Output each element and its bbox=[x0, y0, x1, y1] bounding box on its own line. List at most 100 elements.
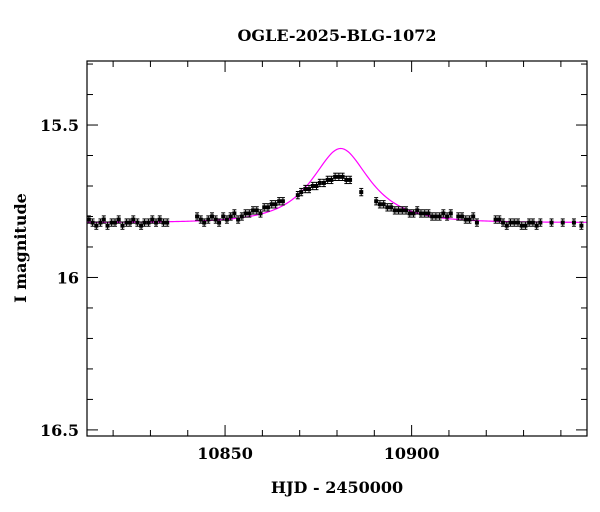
data-point bbox=[329, 175, 334, 185]
data-point bbox=[280, 197, 285, 206]
data-point bbox=[224, 215, 229, 224]
data-point bbox=[221, 212, 226, 221]
data-point bbox=[213, 215, 218, 224]
point-marker bbox=[262, 205, 267, 210]
data-point bbox=[377, 200, 382, 209]
data-point bbox=[493, 215, 498, 224]
data-point bbox=[389, 203, 394, 212]
point-marker bbox=[314, 184, 319, 188]
data-point bbox=[258, 209, 263, 218]
point-marker bbox=[295, 193, 300, 198]
data-point bbox=[445, 212, 450, 221]
point-marker bbox=[579, 223, 584, 228]
point-marker bbox=[146, 220, 151, 225]
point-marker bbox=[265, 205, 270, 210]
data-point bbox=[131, 215, 136, 224]
data-point bbox=[116, 215, 121, 224]
data-point bbox=[299, 187, 304, 197]
data-point bbox=[307, 184, 312, 194]
point-marker bbox=[340, 174, 345, 179]
point-marker bbox=[124, 220, 129, 225]
data-point bbox=[157, 215, 162, 224]
point-marker bbox=[307, 187, 312, 192]
data-point bbox=[198, 215, 203, 224]
point-marker bbox=[202, 220, 207, 225]
data-point bbox=[109, 218, 114, 227]
point-marker bbox=[471, 214, 476, 219]
data-point bbox=[217, 218, 222, 227]
data-point bbox=[243, 209, 248, 218]
data-point bbox=[400, 206, 405, 215]
point-marker bbox=[321, 180, 326, 185]
point-marker bbox=[497, 217, 502, 222]
point-marker bbox=[400, 208, 405, 213]
point-marker bbox=[112, 220, 117, 225]
data-point bbox=[467, 215, 472, 224]
data-point bbox=[515, 218, 520, 227]
x-tick-labels: 10850 10900 bbox=[197, 444, 439, 463]
point-marker bbox=[527, 220, 532, 225]
data-point bbox=[448, 209, 453, 218]
point-marker bbox=[515, 220, 520, 225]
data-point bbox=[422, 209, 427, 218]
data-point bbox=[530, 218, 535, 227]
data-point bbox=[124, 218, 129, 227]
x-tick-label: 10850 bbox=[197, 444, 253, 463]
data-point bbox=[348, 175, 353, 185]
data-point bbox=[303, 184, 308, 194]
data-point bbox=[437, 212, 442, 221]
point-marker bbox=[560, 220, 565, 225]
data-point bbox=[314, 181, 319, 191]
point-marker bbox=[239, 214, 244, 219]
data-point bbox=[228, 212, 233, 221]
data-point bbox=[310, 181, 315, 191]
point-marker bbox=[236, 217, 241, 222]
point-marker bbox=[433, 214, 438, 219]
point-marker bbox=[415, 208, 420, 213]
point-marker bbox=[139, 223, 144, 228]
plot-frame bbox=[86, 60, 588, 437]
data-point bbox=[254, 206, 259, 215]
point-marker bbox=[154, 220, 159, 225]
point-marker bbox=[310, 184, 315, 188]
point-marker bbox=[463, 217, 468, 222]
point-marker bbox=[165, 220, 170, 225]
data-point bbox=[407, 209, 412, 218]
data-point bbox=[247, 209, 252, 218]
data-point bbox=[210, 212, 214, 221]
point-marker bbox=[571, 220, 576, 225]
y-axis-label: I magnitude bbox=[11, 193, 30, 303]
point-marker bbox=[430, 214, 435, 219]
point-marker bbox=[98, 220, 103, 225]
point-marker bbox=[456, 214, 461, 219]
data-point bbox=[411, 209, 416, 218]
data-point bbox=[359, 187, 364, 197]
point-marker bbox=[280, 199, 285, 204]
point-marker bbox=[251, 208, 256, 213]
point-marker bbox=[269, 202, 274, 207]
point-marker bbox=[493, 217, 498, 222]
data-point bbox=[105, 221, 110, 230]
data-point bbox=[463, 215, 468, 224]
data-point bbox=[433, 212, 438, 221]
data-point bbox=[98, 218, 103, 227]
data-point bbox=[560, 218, 565, 227]
point-marker bbox=[512, 220, 517, 225]
data-point bbox=[504, 221, 509, 230]
point-marker bbox=[418, 211, 423, 216]
point-marker bbox=[377, 202, 382, 207]
data-point bbox=[538, 218, 543, 227]
data-point bbox=[295, 190, 300, 200]
point-marker bbox=[303, 187, 308, 192]
data-point bbox=[127, 218, 132, 227]
data-point bbox=[336, 172, 341, 182]
data-point bbox=[392, 206, 397, 215]
point-marker bbox=[411, 211, 416, 216]
point-marker bbox=[210, 214, 214, 219]
data-point bbox=[165, 218, 170, 227]
point-marker bbox=[385, 205, 390, 210]
chart-title: OGLE-2025-BLG-1072 bbox=[237, 26, 436, 45]
point-marker bbox=[299, 190, 304, 195]
data-point bbox=[460, 212, 464, 221]
point-marker bbox=[422, 211, 427, 216]
